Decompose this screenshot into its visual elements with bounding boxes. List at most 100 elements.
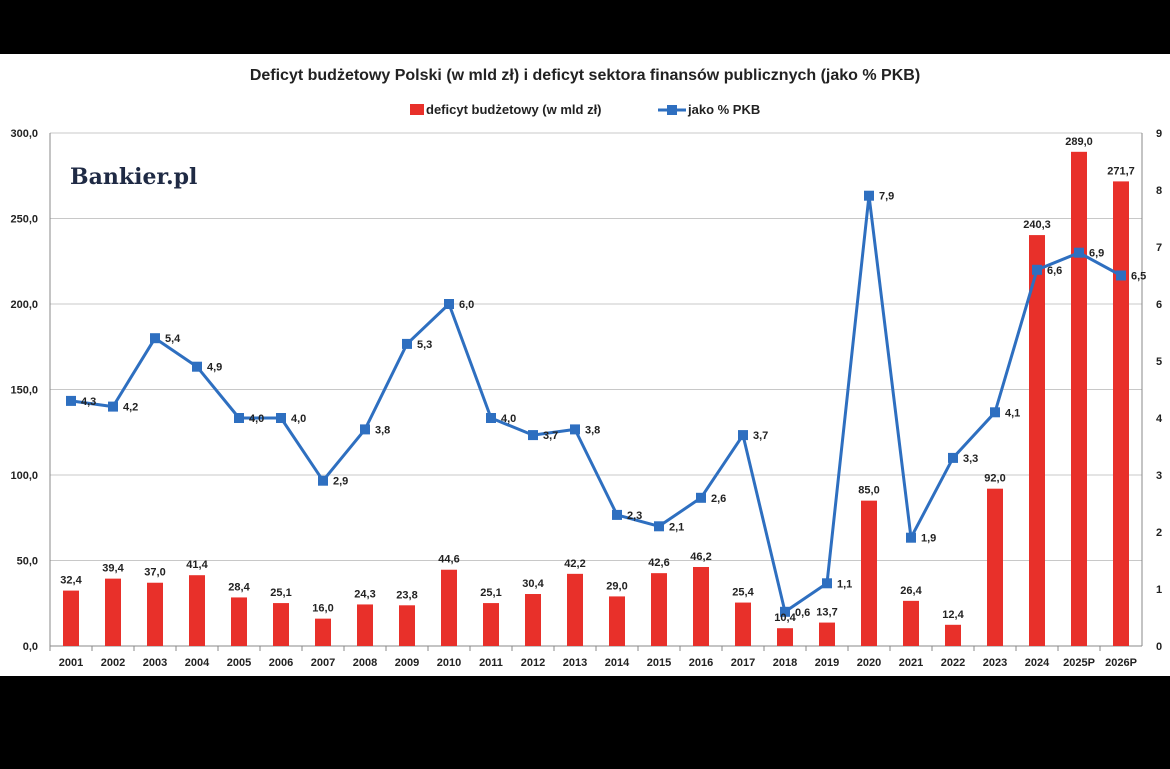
y-left-tick-label: 200,0 bbox=[10, 299, 38, 311]
bar-data-label: 240,3 bbox=[1023, 219, 1051, 231]
line-data-label: 3,7 bbox=[753, 430, 768, 442]
y-left-tick-label: 150,0 bbox=[10, 385, 38, 397]
x-tick-label: 2007 bbox=[311, 657, 335, 669]
bar bbox=[315, 618, 331, 646]
x-tick-label: 2001 bbox=[59, 657, 83, 669]
line-point bbox=[906, 532, 916, 543]
x-tick-label: 2008 bbox=[353, 657, 377, 669]
bar-data-label: 92,0 bbox=[984, 473, 1005, 485]
bar-data-label: 46,2 bbox=[690, 551, 711, 563]
x-tick-label: 2026P bbox=[1105, 657, 1137, 669]
line-data-label: 6,9 bbox=[1089, 248, 1104, 260]
line-point bbox=[654, 521, 664, 532]
bar-data-label: 24,3 bbox=[354, 588, 375, 600]
line-data-label: 4,1 bbox=[1005, 407, 1020, 419]
bankier-logo: Bankier.pl bbox=[70, 164, 197, 190]
line-data-label: 2,1 bbox=[669, 521, 684, 533]
legend-marker-swatch bbox=[667, 105, 677, 115]
bar-data-label: 25,1 bbox=[270, 587, 291, 599]
bar bbox=[609, 596, 625, 646]
bar bbox=[735, 602, 751, 646]
bar-data-label: 42,2 bbox=[564, 558, 585, 570]
chart-panel: Deficyt budżetowy Polski (w mld zł) i de… bbox=[0, 54, 1170, 676]
legend-label-bar: deficyt budżetowy (w mld zł) bbox=[426, 102, 602, 117]
x-tick-label: 2023 bbox=[983, 657, 1007, 669]
line-point bbox=[192, 361, 202, 372]
x-tick-label: 2014 bbox=[605, 657, 630, 669]
line-point bbox=[948, 452, 958, 463]
axes: 0,0 50,0 100,0 150,0 200,0 250,0 300,0 0 1 2 3 4 5 6 7… bbox=[10, 128, 1163, 669]
line-point bbox=[486, 413, 496, 423]
bar-data-label: 30,4 bbox=[522, 578, 544, 590]
bar-data-label: 37,0 bbox=[144, 567, 165, 579]
line-data-label: 7,9 bbox=[879, 191, 894, 203]
line-data-label: 4,3 bbox=[81, 396, 96, 408]
line-point bbox=[1074, 247, 1084, 258]
x-tick-label: 2022 bbox=[941, 657, 965, 669]
bar-data-label: 39,4 bbox=[102, 563, 124, 575]
line-point bbox=[108, 401, 118, 412]
line-point bbox=[612, 509, 622, 520]
line-data-label: 4,0 bbox=[249, 413, 264, 425]
y-right-tick-label: 6 bbox=[1156, 299, 1162, 311]
y-right-tick-label: 9 bbox=[1156, 128, 1162, 140]
y-left-tick-label: 300,0 bbox=[10, 128, 38, 140]
bar bbox=[1029, 235, 1045, 646]
bar-data-label: 29,0 bbox=[606, 580, 627, 592]
y-right-tick-label: 2 bbox=[1156, 527, 1162, 539]
bar bbox=[777, 628, 793, 646]
x-tick-label: 2020 bbox=[857, 657, 881, 669]
bar-data-label: 44,6 bbox=[438, 554, 459, 566]
line-series bbox=[66, 190, 1126, 617]
line-path bbox=[70, 194, 1122, 614]
line-point bbox=[66, 395, 76, 406]
x-tick-label: 2005 bbox=[227, 657, 251, 669]
x-tick-label: 2011 bbox=[479, 657, 503, 669]
y-left-tick-label: 250,0 bbox=[10, 214, 38, 226]
chart-title: Deficyt budżetowy Polski (w mld zł) i de… bbox=[250, 67, 920, 84]
line-data-label: 3,8 bbox=[585, 424, 600, 436]
line-data-label: 5,3 bbox=[417, 339, 432, 351]
bar-data-label: 41,4 bbox=[186, 559, 208, 571]
bar-data-label: 13,7 bbox=[816, 607, 837, 619]
x-tick-label: 2009 bbox=[395, 657, 419, 669]
bar bbox=[987, 488, 1003, 646]
x-tick-label: 2006 bbox=[269, 657, 293, 669]
x-tick-label: 2019 bbox=[815, 657, 839, 669]
bar bbox=[819, 622, 835, 646]
line-point bbox=[150, 333, 160, 344]
line-data-label: 1,9 bbox=[921, 533, 936, 545]
data-labels: 32,4 39,4 37,0 41,4 28,4 25,1 16,0 24,3 23,8 44,6… bbox=[60, 136, 1146, 624]
line-point bbox=[570, 424, 580, 435]
y-right-tick-label: 0 bbox=[1156, 641, 1162, 653]
x-tick-label: 2002 bbox=[101, 657, 125, 669]
bar-data-label: 23,8 bbox=[396, 589, 417, 601]
bar bbox=[105, 578, 121, 646]
legend-swatch-bar bbox=[410, 104, 424, 115]
line-data-label: 2,3 bbox=[627, 510, 642, 522]
line-data-label: 4,0 bbox=[291, 413, 306, 425]
bar bbox=[189, 575, 205, 646]
line-point bbox=[528, 430, 538, 441]
legend-label-line: jako % PKB bbox=[687, 102, 760, 117]
y-right-tick-label: 4 bbox=[1156, 413, 1163, 425]
line-data-label: 1,1 bbox=[837, 578, 852, 590]
line-point bbox=[234, 413, 244, 423]
line-data-label: 4,2 bbox=[123, 402, 138, 414]
line-point bbox=[990, 407, 1000, 418]
bar-data-label: 32,4 bbox=[60, 575, 82, 587]
y-right-tick-label: 3 bbox=[1156, 470, 1162, 482]
line-point bbox=[318, 475, 328, 486]
line-point bbox=[276, 413, 286, 423]
x-tick-label: 2003 bbox=[143, 657, 167, 669]
x-tick-label: 2016 bbox=[689, 657, 713, 669]
line-data-label: 4,9 bbox=[207, 362, 222, 374]
bar bbox=[903, 600, 919, 646]
line-data-label: 4,0 bbox=[501, 413, 516, 425]
line-point bbox=[1032, 264, 1042, 275]
bar bbox=[441, 569, 457, 646]
line-point bbox=[402, 338, 412, 349]
x-tick-label: 2017 bbox=[731, 657, 755, 669]
line-data-label: 6,0 bbox=[459, 299, 474, 311]
x-tick-label: 2013 bbox=[563, 657, 587, 669]
